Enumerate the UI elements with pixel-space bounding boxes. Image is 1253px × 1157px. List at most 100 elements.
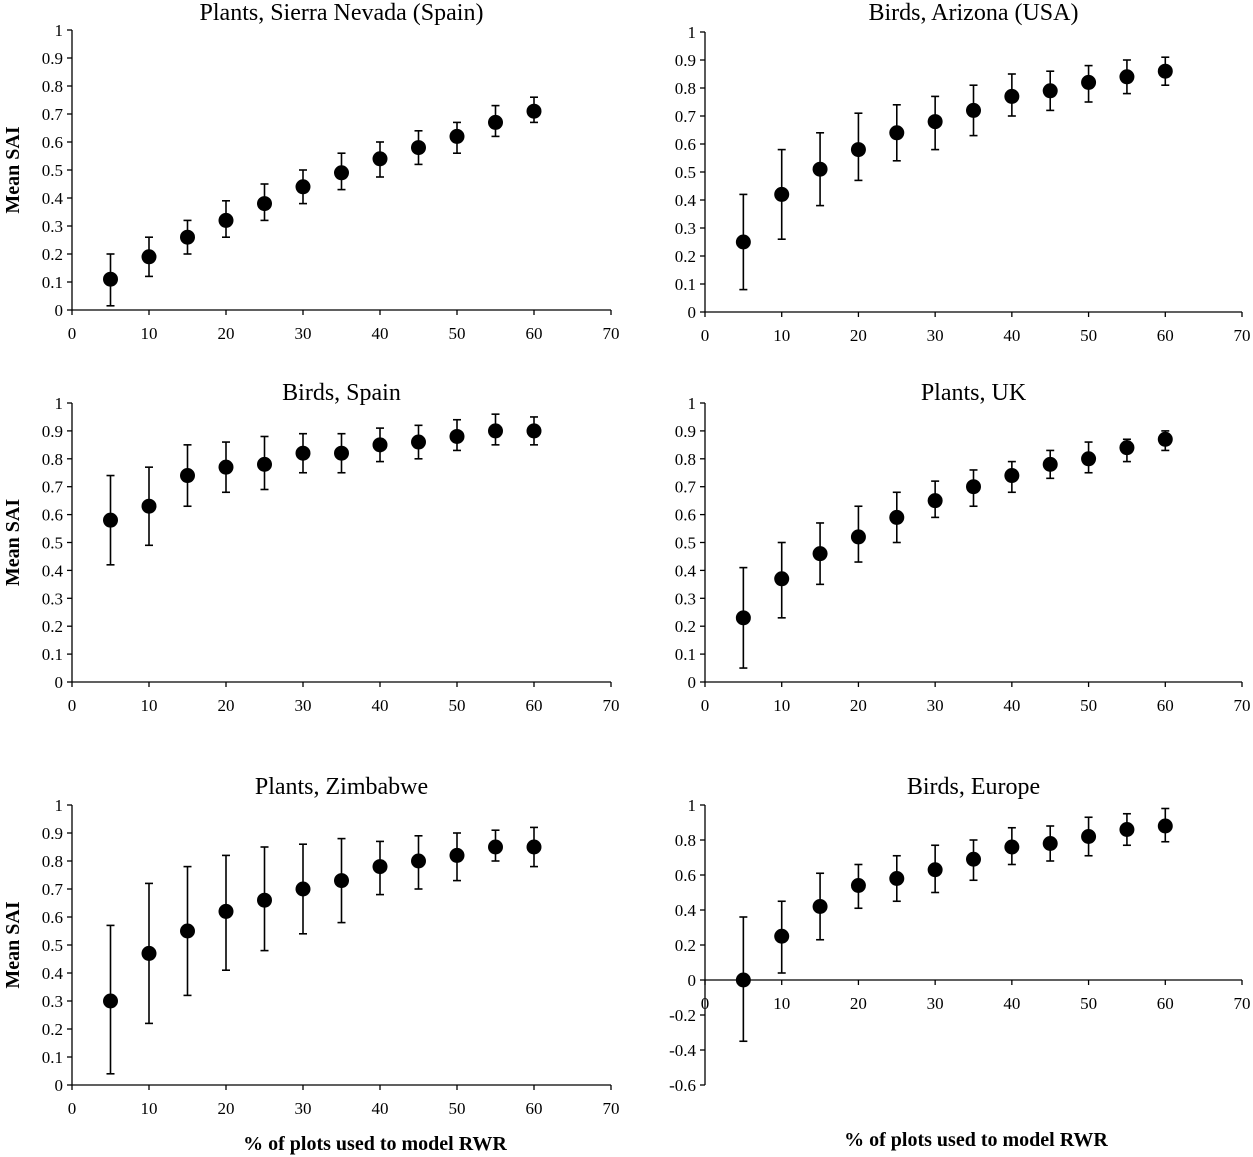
data-point (411, 834, 426, 890)
x-tick-label: 30 (927, 326, 944, 345)
data-marker (1042, 836, 1058, 851)
data-point (257, 846, 272, 952)
data-point (103, 253, 118, 307)
y-tick-label: 0.9 (42, 824, 63, 843)
data-marker (372, 151, 388, 167)
data-marker (141, 945, 157, 961)
y-tick-label: 0.2 (42, 1020, 63, 1039)
data-point (526, 96, 542, 124)
y-tick-label: 0.5 (42, 936, 63, 955)
data-point (927, 844, 943, 894)
x-tick-label: 50 (449, 1099, 466, 1118)
y-tick-label: 0.7 (675, 107, 697, 126)
x-tick-label: 0 (68, 324, 77, 343)
data-marker (889, 125, 905, 141)
x-tick-label: 70 (603, 324, 620, 343)
data-point (735, 566, 751, 669)
x-tick-label: 0 (68, 1099, 77, 1118)
data-marker (1004, 88, 1020, 104)
x-tick-label: 30 (927, 994, 944, 1013)
x-tick-label: 60 (526, 1099, 543, 1118)
data-point (850, 505, 866, 563)
x-tick-label: 40 (372, 696, 389, 715)
data-point (449, 832, 465, 882)
x-tick-label: 10 (141, 696, 158, 715)
chart-title: Plants, Sierra Nevada (Spain) (200, 0, 484, 26)
data-marker (488, 423, 503, 439)
data-marker (334, 445, 349, 461)
x-tick-label: 10 (773, 994, 790, 1013)
y-tick-label: 0.6 (42, 133, 63, 152)
x-tick-label: 60 (526, 324, 543, 343)
data-marker (1157, 431, 1173, 447)
data-point (103, 924, 118, 1075)
data-point (1081, 441, 1097, 474)
y-tick-label: 0.3 (42, 589, 63, 608)
data-marker (180, 468, 195, 484)
data-point (526, 416, 542, 446)
data-point (1081, 64, 1097, 103)
x-tick-label: 10 (141, 324, 158, 343)
data-marker (488, 839, 503, 855)
data-marker (411, 140, 426, 156)
y-tick-label: 0.4 (675, 191, 697, 210)
data-point (1004, 460, 1020, 494)
x-tick-label: 30 (295, 324, 312, 343)
data-point (218, 441, 234, 494)
data-marker (735, 972, 751, 988)
data-point (141, 882, 157, 1025)
y-tick-label: 0.8 (675, 831, 696, 850)
data-marker (411, 434, 426, 450)
data-point (372, 141, 388, 178)
data-point (812, 872, 828, 941)
y-tick-label: 1 (688, 23, 697, 42)
data-marker (927, 114, 943, 130)
data-point (850, 863, 866, 910)
data-marker (526, 423, 542, 439)
data-point (1119, 438, 1135, 463)
x-tick-label: 20 (218, 324, 235, 343)
y-tick-label: 0.9 (675, 51, 696, 70)
data-marker (774, 186, 790, 202)
x-tick-label: 50 (1080, 696, 1097, 715)
data-point (812, 522, 828, 586)
data-marker (372, 437, 388, 453)
x-tick-label: 10 (141, 1099, 158, 1118)
chart-panel-plants-uk: Plants, UK00.10.20.30.40.50.60.70.80.910… (675, 380, 1251, 715)
y-tick-label: 0.5 (42, 534, 63, 553)
data-marker (334, 873, 349, 889)
data-marker (1157, 818, 1173, 834)
x-axis-label-left: % of plots used to model RWR (243, 1133, 507, 1155)
data-marker (889, 871, 905, 886)
data-point (966, 839, 981, 882)
data-point (295, 843, 311, 935)
y-tick-label: 0.9 (42, 49, 63, 68)
data-point (488, 104, 503, 138)
chart-title: Plants, Zimbabwe (255, 774, 428, 800)
y-tick-label: 0.6 (42, 908, 63, 927)
data-point (1157, 807, 1173, 843)
data-marker (141, 249, 157, 265)
chart-panel-zimbabwe: Plants, Zimbabwe 0 0.1 0.2 0.3 0.4 0.5 0.6 0.7 0.… (2, 774, 620, 1118)
y-tick-label: 0.2 (675, 617, 696, 636)
y-tick-label: 0.4 (42, 561, 64, 580)
x-tick-label: 50 (449, 696, 466, 715)
data-point (488, 413, 503, 446)
data-marker (103, 993, 118, 1009)
data-marker (334, 165, 349, 181)
x-tick-label: 0 (701, 994, 710, 1013)
data-point (889, 104, 905, 162)
x-tick-label: 40 (372, 324, 389, 343)
data-point (295, 169, 311, 205)
data-point (180, 865, 195, 997)
x-tick-label: 60 (526, 696, 543, 715)
x-tick-label: 30 (295, 1099, 312, 1118)
x-tick-label: 70 (1234, 994, 1251, 1013)
data-marker (218, 903, 234, 919)
panels-container: Plants, Sierra Nevada (Spain) 0 0.1 0.2 0.3 0… (2, 0, 1251, 1118)
data-point (774, 541, 790, 619)
data-marker (850, 142, 866, 158)
x-tick-label: 30 (927, 696, 944, 715)
x-tick-label: 0 (701, 696, 710, 715)
